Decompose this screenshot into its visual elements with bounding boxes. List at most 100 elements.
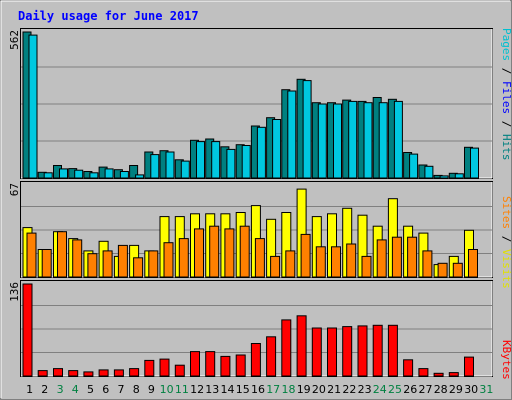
- x-tick-16: 16: [251, 383, 265, 396]
- bar-kbytes-day-22: [342, 326, 353, 377]
- x-tick-24: 24: [373, 383, 387, 396]
- x-tick-21: 21: [327, 383, 341, 396]
- x-tick-30: 30: [464, 383, 478, 396]
- x-tick-17: 17: [266, 383, 280, 396]
- right-label-segment: /: [500, 114, 512, 134]
- bar-pages-day-23: [363, 102, 373, 179]
- bar-hits-day-8: [129, 165, 139, 179]
- x-tick-5: 5: [87, 383, 94, 396]
- x-tick-8: 8: [133, 383, 140, 396]
- x-tick-10: 10: [160, 383, 174, 396]
- bar-sites-day-24: [376, 239, 387, 278]
- bar-kbytes-day-3: [53, 368, 63, 377]
- bar-kbytes-day-15: [235, 354, 246, 377]
- bar-kbytes-day-24: [372, 324, 383, 377]
- bar-pages-day-4: [74, 169, 84, 179]
- bar-sites-day-23: [361, 255, 372, 278]
- right-label-segment: Sites: [500, 196, 512, 229]
- x-tick-4: 4: [72, 383, 79, 396]
- right-label-segment: Visits: [500, 249, 512, 289]
- x-tick-11: 11: [175, 383, 189, 396]
- bar-kbytes-day-9: [144, 359, 155, 377]
- bar-kbytes-day-28: [433, 372, 444, 377]
- bar-pages-day-12: [196, 141, 205, 179]
- right-label-segment: /: [500, 61, 512, 81]
- bar-sites-day-2: [41, 249, 52, 278]
- bar-sites-day-13: [209, 225, 220, 278]
- bar-sites-day-30: [468, 249, 478, 278]
- bar-kbytes-day-2: [37, 370, 48, 377]
- bar-sites-day-29: [452, 262, 463, 278]
- bar-pages-day-3: [59, 168, 68, 179]
- bar-kbytes-day-1: [22, 283, 33, 377]
- bar-kbytes-day-12: [190, 351, 200, 377]
- bar-kbytes-day-29: [448, 372, 459, 377]
- bar-kbytes-day-23: [357, 325, 368, 377]
- chart-panels: 562 67 136: [8, 28, 493, 377]
- bar-pages-day-1: [28, 34, 38, 179]
- bar-sites-day-3: [57, 231, 67, 278]
- bar-kbytes-day-5: [83, 371, 94, 377]
- bar-kbytes-day-26: [403, 359, 414, 377]
- bar-kbytes-day-21: [327, 327, 337, 377]
- bar-pages-day-17: [272, 119, 282, 179]
- bar-kbytes-day-25: [387, 324, 398, 377]
- bar-sites-day-10: [163, 242, 174, 278]
- bar-kbytes-day-27: [418, 368, 429, 377]
- bar-pages-day-9: [150, 154, 160, 179]
- bar-sites-day-7: [117, 244, 128, 278]
- bar-pages-day-6: [104, 168, 114, 179]
- x-tick-18: 18: [282, 383, 296, 396]
- bar-sites-day-15: [239, 225, 250, 278]
- bar-pages-day-13: [211, 141, 221, 179]
- x-tick-13: 13: [205, 383, 219, 396]
- bar-kbytes-day-13: [205, 351, 216, 377]
- bar-pages-day-28: [439, 175, 449, 179]
- bar-pages-day-24: [378, 102, 388, 179]
- bar-sites-day-26: [407, 236, 418, 278]
- bar-kbytes-day-10: [159, 358, 170, 377]
- bar-pages-day-26: [409, 153, 419, 179]
- chart-title: Daily usage for June 2017: [18, 9, 199, 23]
- bar-sites-day-9: [148, 250, 159, 278]
- right-series-labels: Pages / Files / Hits Sites / Visits KBytes: [500, 28, 512, 380]
- bar-sites-day-6: [102, 250, 113, 278]
- bar-pages-day-22: [348, 100, 358, 179]
- bar-sites-day-14: [224, 228, 235, 278]
- right-label-segment: Files: [500, 81, 512, 114]
- bar-sites-day-4: [72, 239, 83, 278]
- bar-sites-day-19: [300, 233, 311, 278]
- y-max-label: 67: [8, 183, 21, 196]
- bar-pages-day-14: [226, 148, 236, 179]
- x-tick-15: 15: [236, 383, 250, 396]
- bar-kbytes-day-14: [220, 355, 231, 377]
- bar-kbytes-day-20: [311, 327, 322, 377]
- x-tick-31: 31: [479, 383, 493, 396]
- x-tick-1: 1: [26, 383, 33, 396]
- panel-hits-files-pages: 562: [8, 28, 493, 179]
- right-label-segment: /: [500, 229, 512, 249]
- x-tick-12: 12: [190, 383, 204, 396]
- bar-pages-day-27: [424, 165, 434, 179]
- panel-visits-sites: 67: [8, 181, 493, 278]
- bar-kbytes-day-6: [98, 369, 109, 377]
- bar-sites-day-18: [285, 250, 296, 278]
- y-max-label: 136: [8, 282, 21, 302]
- bar-pages-day-25: [393, 100, 403, 179]
- x-tick-19: 19: [297, 383, 311, 396]
- x-tick-25: 25: [388, 383, 402, 396]
- bar-pages-day-5: [89, 172, 99, 179]
- bar-pages-day-10: [165, 151, 175, 179]
- bar-sites-day-27: [422, 250, 433, 278]
- bar-pages-day-20: [317, 103, 327, 179]
- x-tick-2: 2: [41, 383, 48, 396]
- bar-pages-day-8: [135, 174, 145, 179]
- x-tick-9: 9: [148, 383, 155, 396]
- x-tick-26: 26: [403, 383, 417, 396]
- bar-pages-day-30: [470, 147, 479, 179]
- x-tick-7: 7: [118, 383, 125, 396]
- x-tick-27: 27: [419, 383, 433, 396]
- y-max-label: 562: [8, 30, 21, 50]
- bar-pages-day-21: [333, 103, 342, 179]
- bar-kbytes-day-17: [266, 336, 277, 377]
